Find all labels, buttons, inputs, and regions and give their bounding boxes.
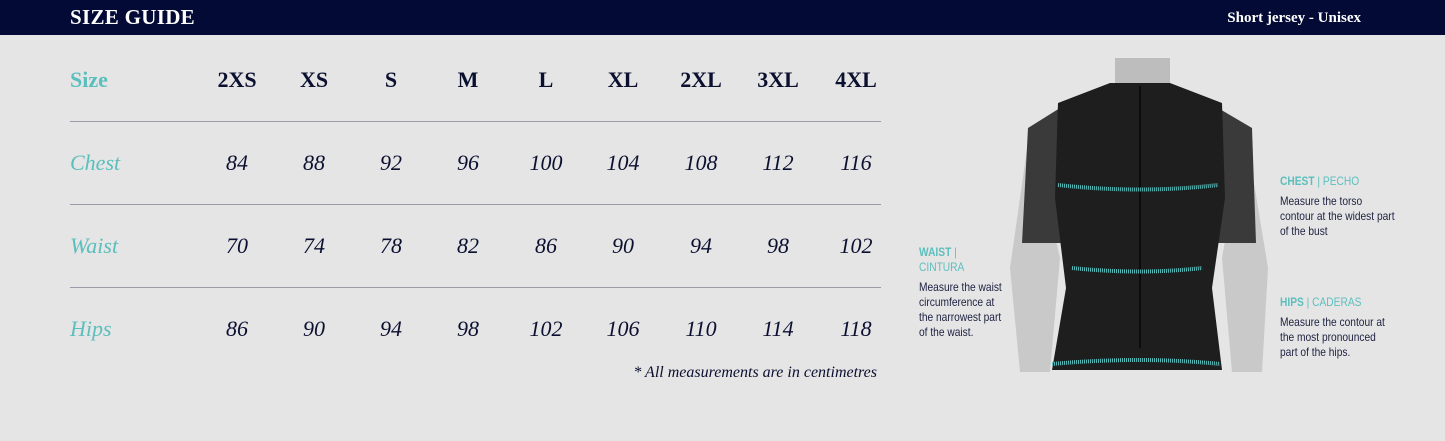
row-label-chest: Chest xyxy=(70,150,121,175)
row-label-waist: Waist xyxy=(70,233,119,258)
table-cell: 74 xyxy=(303,233,325,258)
row-divider xyxy=(70,204,881,205)
chest-description: Measure the torso contour at the widest … xyxy=(1280,194,1395,238)
size-header-2xs: 2XS xyxy=(217,67,257,92)
table-cell: 70 xyxy=(226,233,248,258)
jersey-measurement-illustration xyxy=(1000,58,1280,374)
waist-title-es: | CINTURA xyxy=(919,245,965,274)
table-cell: 110 xyxy=(685,316,717,341)
table-cell: 108 xyxy=(684,150,718,175)
table-cell: 92 xyxy=(380,150,402,175)
table-cell: 98 xyxy=(457,316,479,341)
row-label-hips: Hips xyxy=(70,316,112,341)
header-bar: SIZE GUIDE Short jersey - Unisex xyxy=(0,0,1445,35)
table-cell: 114 xyxy=(762,316,794,341)
waist-description: Measure the waist circumference at the n… xyxy=(919,280,1002,339)
table-cell: 104 xyxy=(606,150,640,175)
row-divider xyxy=(70,287,881,288)
table-cell: 102 xyxy=(529,316,563,341)
table-cell: 88 xyxy=(303,150,325,175)
size-header-m: M xyxy=(457,67,479,92)
table-cell: 100 xyxy=(529,150,563,175)
table-cell: 98 xyxy=(767,233,789,258)
size-header-s: S xyxy=(384,67,398,92)
table-cell: 90 xyxy=(612,233,634,258)
table-cell: 94 xyxy=(690,233,712,258)
table-cell: 86 xyxy=(535,233,557,258)
size-header-xl: XL xyxy=(607,67,639,92)
waist-title: WAIST xyxy=(919,245,952,259)
size-header-3xl: 3XL xyxy=(757,67,799,92)
table-cell: 116 xyxy=(840,150,872,175)
table-cell: 86 xyxy=(226,316,248,341)
table-cell: 118 xyxy=(840,316,872,341)
size-header-4xl: 4XL xyxy=(835,67,877,92)
table-cell: 112 xyxy=(762,150,794,175)
waist-annotation: WAIST | CINTURA Measure the waist circum… xyxy=(919,245,1004,340)
table-cell: 90 xyxy=(303,316,325,341)
hips-title-es: | CADERAS xyxy=(1306,295,1362,309)
row-divider xyxy=(70,121,881,122)
size-header-2xl: 2XL xyxy=(680,67,722,92)
size-header-xs: XS xyxy=(299,67,329,92)
chest-annotation: CHEST | PECHO Measure the torso contour … xyxy=(1280,174,1395,239)
table-cell: 84 xyxy=(226,150,248,175)
hips-description: Measure the contour at the most pronounc… xyxy=(1280,315,1385,359)
table-cell: 96 xyxy=(457,150,479,175)
hips-title: HIPS xyxy=(1280,295,1304,309)
table-cell: 78 xyxy=(380,233,402,258)
chest-title-es: | PECHO xyxy=(1317,174,1360,188)
table-cell: 82 xyxy=(457,233,479,258)
table-cell: 94 xyxy=(380,316,402,341)
measurement-note: * All measurements are in centimetres xyxy=(633,364,877,381)
table-cell: 106 xyxy=(606,316,640,341)
hips-annotation: HIPS | CADERAS Measure the contour at th… xyxy=(1280,295,1391,360)
size-header-label: Size xyxy=(70,67,108,92)
size-header-l: L xyxy=(538,67,554,92)
page-title: SIZE GUIDE xyxy=(70,5,195,29)
product-subtitle: Short jersey - Unisex xyxy=(1227,10,1361,26)
chest-title: CHEST xyxy=(1280,174,1315,188)
table-cell: 102 xyxy=(839,233,873,258)
